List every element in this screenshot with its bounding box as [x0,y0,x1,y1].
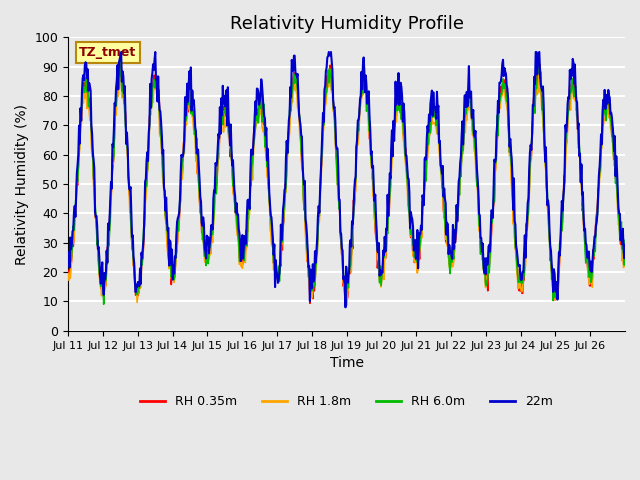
Title: Relativity Humidity Profile: Relativity Humidity Profile [230,15,463,33]
Text: TZ_tmet: TZ_tmet [79,46,136,59]
X-axis label: Time: Time [330,356,364,370]
Y-axis label: Relativity Humidity (%): Relativity Humidity (%) [15,104,29,264]
Legend: RH 0.35m, RH 1.8m, RH 6.0m, 22m: RH 0.35m, RH 1.8m, RH 6.0m, 22m [135,390,558,413]
